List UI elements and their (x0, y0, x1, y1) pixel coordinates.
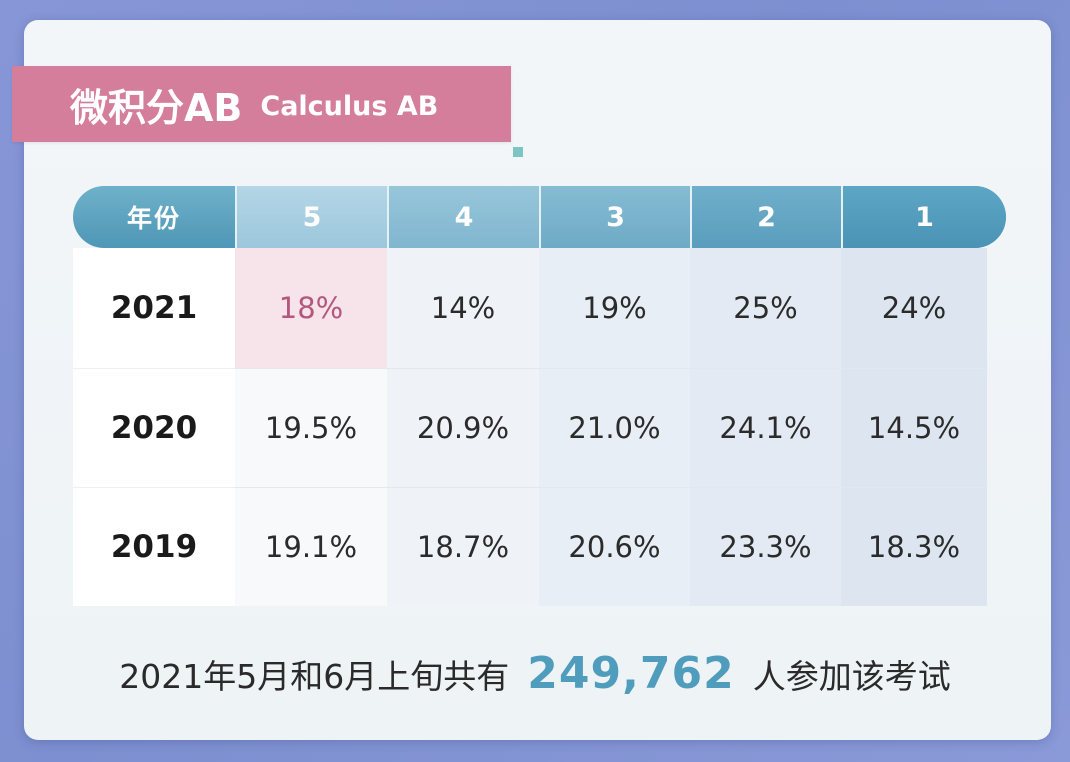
table-body: 2021 18% 14% 19% 25% 24% 2020 19.5% 20.9… (73, 248, 1006, 606)
summary-suffix: 人参加该考试 (752, 656, 951, 696)
score-distribution-table: 年份 5 4 3 2 1 2021 18% 14% 19% 25% 24% 20… (73, 186, 1006, 606)
header-score-1: 1 (841, 186, 1006, 248)
cell-score-3: 21.0% (539, 368, 690, 487)
cell-score-4: 20.9% (387, 368, 539, 487)
cell-score-5: 19.1% (235, 487, 387, 606)
title-banner: 微积分AB Calculus AB (12, 66, 511, 142)
row-year: 2020 (73, 368, 235, 487)
cell-score-1: 24% (841, 248, 987, 368)
cell-score-5: 19.5% (235, 368, 387, 487)
participant-summary: 2021年5月和6月上旬共有 249,762 人参加该考试 (0, 648, 1070, 699)
row-year: 2019 (73, 487, 235, 606)
header-score-3: 3 (539, 186, 690, 248)
summary-prefix: 2021年5月和6月上旬共有 (119, 656, 510, 696)
accent-square (513, 147, 523, 157)
cell-score-2: 25% (690, 248, 841, 368)
table-row: 2021 18% 14% 19% 25% 24% (73, 248, 1006, 368)
cell-score-2: 23.3% (690, 487, 841, 606)
header-year: 年份 (126, 204, 181, 233)
header-score-4: 4 (387, 186, 539, 248)
table-row: 2020 19.5% 20.9% 21.0% 24.1% 14.5% (73, 368, 1006, 487)
header-score-2: 2 (690, 186, 841, 248)
cell-score-4: 14% (387, 248, 539, 368)
table-header-row: 年份 5 4 3 2 1 (73, 186, 1006, 248)
header-score-5: 5 (235, 186, 387, 248)
cell-score-5-highlight: 18% (235, 248, 387, 368)
cell-score-1: 14.5% (841, 368, 987, 487)
cell-score-3: 20.6% (539, 487, 690, 606)
table-row: 2019 19.1% 18.7% 20.6% 23.3% 18.3% (73, 487, 1006, 606)
row-year: 2021 (73, 248, 235, 368)
cell-score-4: 18.7% (387, 487, 539, 606)
title-sub: Calculus AB (260, 90, 439, 122)
cell-score-1: 18.3% (841, 487, 987, 606)
cell-score-2: 24.1% (690, 368, 841, 487)
participant-count: 249,762 (527, 648, 735, 699)
cell-score-3: 19% (539, 248, 690, 368)
title-main: 微积分AB (70, 85, 243, 130)
